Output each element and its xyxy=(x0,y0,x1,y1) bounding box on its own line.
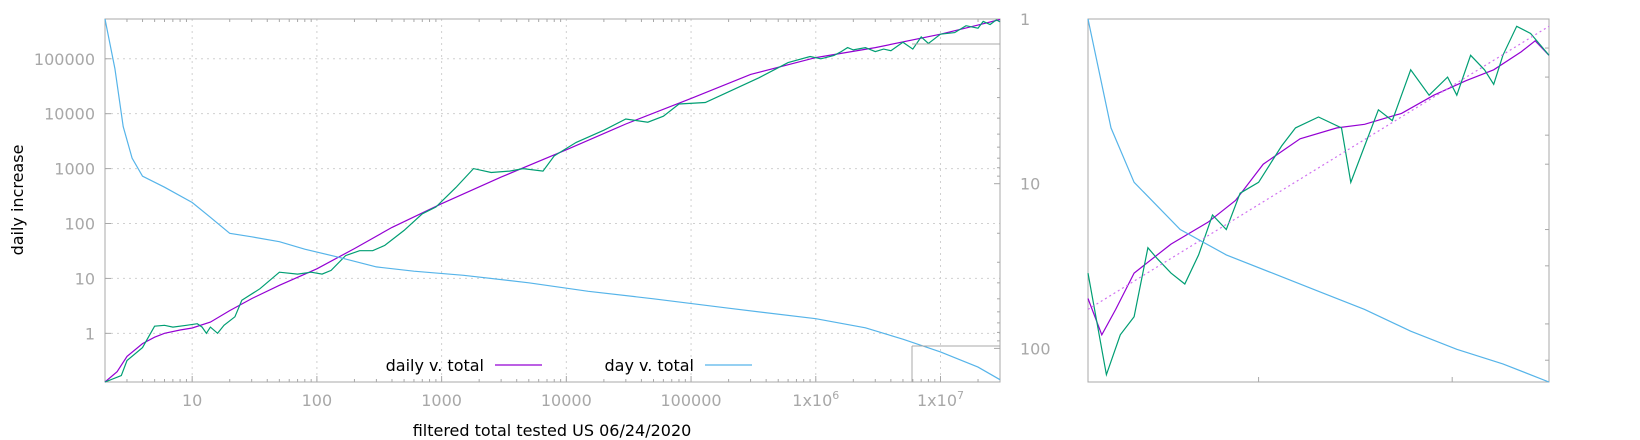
inset-series-line-4 xyxy=(1087,18,1550,383)
y-tick-label: 1000 xyxy=(54,160,95,179)
inset-chart xyxy=(1087,18,1550,383)
series-line-2 xyxy=(104,19,1001,383)
x-tick-label: 100 xyxy=(302,391,333,410)
inset-series-line-3 xyxy=(1087,25,1550,310)
inset-indicator xyxy=(911,43,1000,382)
inset-series-line-2 xyxy=(1087,25,1550,378)
y-tick-label: 100000 xyxy=(34,50,95,69)
y-tick-label: 10000 xyxy=(44,105,95,124)
series-line-1 xyxy=(104,18,1001,383)
grid-layer xyxy=(105,19,1000,382)
y-tick-label: 100 xyxy=(64,215,95,234)
inset-plot-frame xyxy=(1087,18,1550,383)
x-tick-label: 1x107 xyxy=(917,389,964,410)
x-tick-label: 100000 xyxy=(661,391,722,410)
y-tick-label: 10 xyxy=(75,269,95,288)
y2-tick-label: 1 xyxy=(1020,10,1030,29)
legend: daily v. total day v. total xyxy=(386,356,752,375)
y2-tick-label: 10 xyxy=(1020,175,1040,194)
ticks-layer: 10 100 1000 10000 100000 1x106 1x107 1 10 100 1000… xyxy=(34,10,1051,410)
y-tick-label: 1 xyxy=(85,324,95,343)
y-axis-label: daily increase xyxy=(8,145,27,256)
y2-tick-label: 100 xyxy=(1020,339,1051,358)
inset-ticks xyxy=(1258,47,1549,382)
x-axis-label: filtered total tested US 06/24/2020 xyxy=(413,421,692,440)
inset-series-layer xyxy=(1087,18,1550,383)
series-layer xyxy=(104,18,1001,383)
x-tick-label: 1x106 xyxy=(792,389,839,410)
main-chart: 10 100 1000 10000 100000 1x106 1x107 1 10 100 1000… xyxy=(8,10,1051,440)
x-tick-label: 10000 xyxy=(541,391,592,410)
legend-label-daily: daily v. total xyxy=(386,356,484,375)
legend-label-day: day v. total xyxy=(605,356,695,375)
main-plot-frame xyxy=(104,18,1001,383)
series-line-3 xyxy=(104,18,1001,381)
inset-series-line-1 xyxy=(1087,39,1550,337)
x-tick-label: 10 xyxy=(182,391,202,410)
x-tick-label: 1000 xyxy=(421,391,462,410)
